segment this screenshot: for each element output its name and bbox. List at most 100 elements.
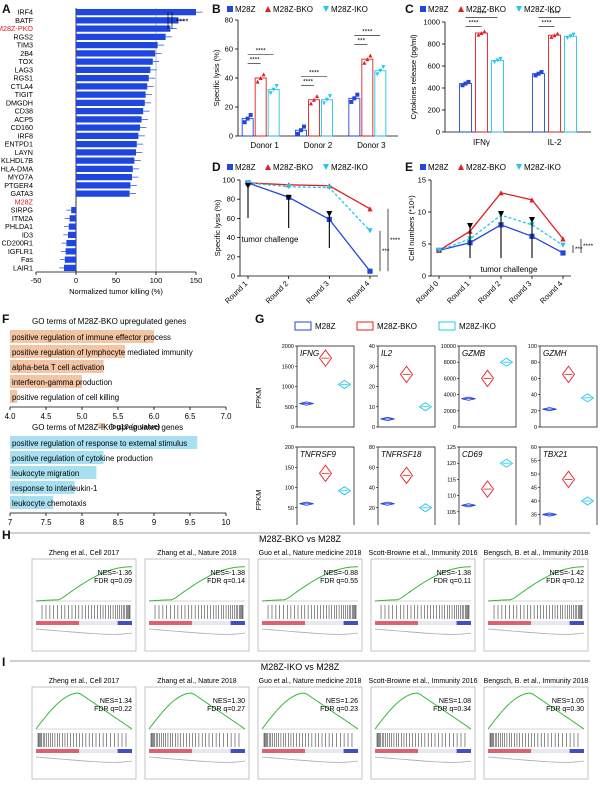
y-tick-label: 80: [369, 445, 375, 451]
rank-gradient-blue: [230, 749, 245, 753]
y-tick-label: 600: [427, 62, 440, 71]
data-point: [248, 112, 253, 117]
sig-label: ****: [390, 237, 401, 244]
y-tick-label: 0: [436, 128, 440, 137]
violin: [337, 486, 352, 496]
bar: [76, 17, 179, 24]
data-point: [367, 228, 373, 234]
x-tick-label: 0: [74, 276, 78, 285]
gene-label: SIRPG: [11, 206, 34, 215]
data-point: [555, 31, 560, 36]
ranked-metric: [374, 756, 472, 763]
legend-marker: [265, 164, 271, 170]
panel-letter-h: H: [2, 528, 11, 542]
sig-label: ***: [575, 246, 583, 253]
rank-gradient-red: [375, 749, 419, 753]
rank-gradient-mid: [192, 749, 231, 753]
y-tick-label: 50: [288, 506, 294, 512]
study-title: Zheng et al., Cell 2017: [49, 550, 120, 557]
x-tick-label: Round 3: [507, 279, 533, 305]
y-tick-label: 40: [225, 74, 233, 83]
gene-title: CD69: [462, 450, 483, 459]
legend-label: M28Z: [315, 322, 336, 331]
panel-letter-c: C: [405, 2, 414, 16]
fdr-label: FDR q=0.22: [94, 706, 132, 713]
enrichment-curve: [261, 692, 359, 730]
go-term-label: leukocyte migration: [12, 469, 79, 478]
y-tick-label: 1000: [282, 385, 294, 391]
data-point: [492, 60, 497, 65]
bar: [254, 77, 267, 137]
gsea-plot-frame: [370, 558, 476, 652]
go-bar: [10, 496, 54, 509]
y-tick-label: 0: [291, 425, 294, 431]
bar: [459, 83, 472, 133]
rank-gradient-mid: [192, 621, 231, 625]
y-tick-label: 10: [369, 405, 375, 411]
legend-label-m28z-bko: M28Z-BKO: [466, 163, 506, 172]
bar: [68, 231, 76, 239]
legend-label-m28z-bko: M28Z-BKO: [466, 5, 506, 14]
bar: [76, 190, 130, 197]
data-point: [571, 32, 576, 37]
bar: [374, 70, 387, 137]
data-point: [495, 58, 500, 63]
violin: [461, 503, 476, 508]
data-point: [560, 236, 566, 242]
gene-title: TBX21: [543, 450, 567, 459]
panel-h-gsea: M28Z-BKO vs M28Z Zheng et al., Cell 2017 N…: [10, 532, 590, 652]
y-tick-label: 1500: [282, 364, 294, 370]
violin: [499, 458, 514, 468]
arrow-head: [245, 183, 251, 189]
panel-g-violin-grid: M28Z M28Z-BKO M28Z-IKOFPKMFPKMIFNG05001000…: [255, 321, 598, 525]
x-tick-label: Round 2: [264, 279, 290, 305]
fdr-label: FDR q=0.09: [94, 578, 132, 585]
gene-label: M28Z: [15, 197, 34, 206]
data-point: [309, 101, 313, 106]
gene-label: LAG3: [15, 65, 33, 74]
data-point: [355, 92, 360, 97]
gene-label: BATF: [15, 16, 33, 25]
enrichment-curve: [487, 566, 585, 602]
data-point: [536, 71, 541, 76]
violin: [337, 379, 352, 390]
gsea-plot-frame: [257, 686, 363, 780]
gene-title: GZMB: [462, 349, 486, 358]
bar: [321, 99, 333, 137]
data-point: [498, 190, 504, 196]
x-tick-label: Round 4: [538, 279, 564, 305]
violin: [480, 369, 495, 388]
y-tick-label: 6000: [444, 376, 456, 382]
data-point: [367, 268, 373, 274]
data-point: [552, 33, 557, 38]
legend-label-m28z-bko: M28Z-BKO: [273, 163, 313, 172]
data-point: [268, 91, 273, 96]
legend-swatch: [98, 423, 105, 428]
violin: [418, 402, 433, 412]
sig-label: ****: [256, 48, 267, 55]
panel-b-lysis-chart: M28Z M28Z-BKO M28Z-IKO 0 20 40 60 80 Specific ly…: [212, 5, 398, 150]
x-tick-label: 50: [112, 276, 120, 285]
legend-swatch: [294, 321, 312, 331]
rank-gradient-blue: [569, 749, 584, 753]
go-bar: [10, 375, 82, 388]
y-axis-label: Specific lysis (%): [212, 49, 221, 106]
x-tick-label: 9: [152, 518, 156, 525]
arrow-head: [467, 223, 473, 229]
x-tick-label: 8: [80, 518, 84, 525]
gene-label: IRF4: [17, 8, 33, 17]
data-point: [476, 32, 481, 37]
data-point: [362, 60, 367, 65]
gene-label: CD38: [15, 107, 33, 116]
legend-marker: [227, 164, 233, 170]
y-tick-label: 4000: [444, 393, 456, 399]
y-tick-label: 60: [227, 214, 235, 223]
bar: [76, 157, 135, 164]
sig-label: ****: [476, 11, 487, 18]
enrichment-curve: [148, 692, 246, 730]
data-point: [378, 68, 383, 73]
gene-title: TNFRSF9: [300, 450, 337, 459]
panel-letter-b: B: [212, 2, 221, 16]
gsea-plot-frame: [483, 558, 589, 652]
data-point: [368, 53, 373, 58]
